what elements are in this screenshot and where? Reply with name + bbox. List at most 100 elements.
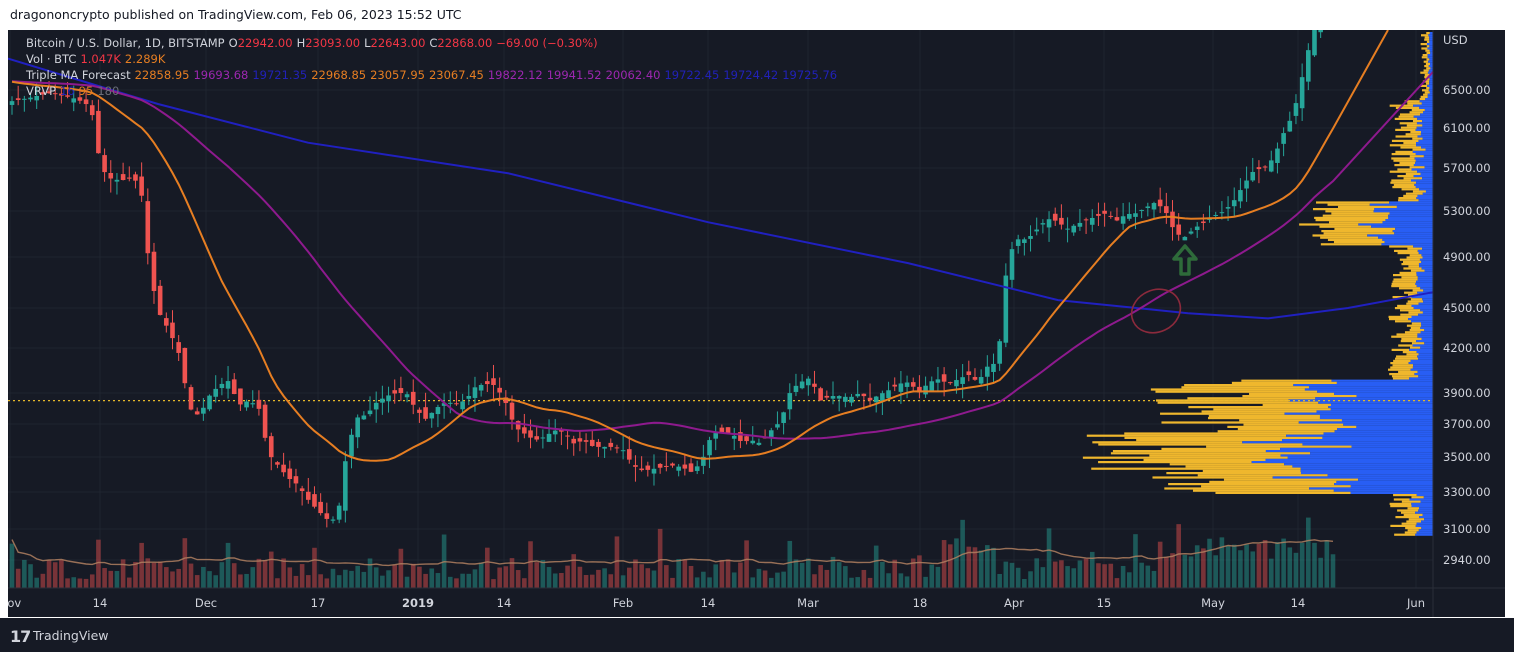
candle[interactable] bbox=[645, 461, 651, 477]
candle[interactable] bbox=[466, 384, 472, 406]
candle[interactable] bbox=[670, 462, 675, 468]
candle[interactable] bbox=[1157, 187, 1163, 214]
candle[interactable] bbox=[552, 419, 558, 443]
candle[interactable] bbox=[867, 383, 873, 408]
candle[interactable] bbox=[676, 464, 681, 477]
candle[interactable] bbox=[361, 411, 367, 420]
candle[interactable] bbox=[892, 377, 898, 392]
candle[interactable] bbox=[534, 426, 539, 442]
candle[interactable] bbox=[620, 435, 626, 460]
candle[interactable] bbox=[145, 188, 151, 265]
candle[interactable] bbox=[293, 468, 299, 493]
candle[interactable] bbox=[713, 425, 719, 451]
candle[interactable] bbox=[1083, 217, 1089, 234]
candle[interactable] bbox=[744, 434, 749, 445]
candle[interactable] bbox=[114, 173, 120, 195]
candle[interactable] bbox=[793, 373, 799, 397]
candle[interactable] bbox=[22, 95, 27, 112]
candle[interactable] bbox=[571, 435, 577, 456]
candle[interactable] bbox=[330, 516, 336, 524]
candle[interactable] bbox=[1287, 111, 1293, 132]
candle[interactable] bbox=[1040, 219, 1046, 234]
candle[interactable] bbox=[1293, 94, 1299, 125]
candle[interactable] bbox=[731, 427, 737, 451]
candle[interactable] bbox=[343, 451, 348, 523]
candle[interactable] bbox=[497, 377, 502, 406]
candle[interactable] bbox=[1268, 150, 1274, 173]
candle[interactable] bbox=[447, 391, 453, 414]
candle[interactable] bbox=[1139, 209, 1144, 219]
candle[interactable] bbox=[355, 414, 360, 449]
candle[interactable] bbox=[398, 376, 404, 401]
candle[interactable] bbox=[1256, 160, 1262, 184]
candle[interactable] bbox=[460, 393, 465, 413]
candle[interactable] bbox=[96, 99, 101, 154]
candle[interactable] bbox=[799, 374, 805, 390]
candle[interactable] bbox=[1182, 236, 1188, 241]
candle[interactable] bbox=[923, 376, 928, 398]
candle[interactable] bbox=[1009, 241, 1015, 289]
candle[interactable] bbox=[651, 454, 657, 486]
candle[interactable] bbox=[1114, 207, 1120, 222]
candle[interactable] bbox=[830, 381, 836, 405]
candle[interactable] bbox=[59, 86, 64, 104]
candle[interactable] bbox=[1188, 227, 1194, 235]
candle[interactable] bbox=[262, 401, 268, 442]
candle[interactable] bbox=[1207, 205, 1212, 223]
candle[interactable] bbox=[392, 379, 398, 404]
candle[interactable] bbox=[756, 438, 762, 446]
candle[interactable] bbox=[898, 371, 904, 404]
candle[interactable] bbox=[589, 430, 595, 447]
candle[interactable] bbox=[108, 160, 114, 193]
candle[interactable] bbox=[435, 404, 441, 428]
candle[interactable] bbox=[1096, 202, 1101, 226]
candle[interactable] bbox=[305, 477, 311, 504]
candle[interactable] bbox=[164, 312, 169, 333]
candle[interactable] bbox=[15, 85, 21, 106]
legend-main[interactable]: Bitcoin / U.S. Dollar, 1D, BITSTAMP O2294… bbox=[26, 36, 602, 50]
candle[interactable] bbox=[1262, 165, 1268, 172]
candle[interactable] bbox=[485, 372, 490, 392]
candle[interactable] bbox=[1059, 204, 1064, 230]
candle[interactable] bbox=[880, 390, 885, 416]
candle[interactable] bbox=[1034, 217, 1040, 236]
candle[interactable] bbox=[1028, 225, 1033, 252]
candle[interactable] bbox=[972, 368, 978, 381]
candle[interactable] bbox=[929, 376, 935, 392]
candle[interactable] bbox=[1022, 237, 1027, 256]
candle[interactable] bbox=[182, 347, 188, 389]
candle[interactable] bbox=[682, 453, 688, 476]
candle[interactable] bbox=[947, 381, 953, 385]
candle[interactable] bbox=[1052, 207, 1058, 226]
candle[interactable] bbox=[349, 428, 354, 469]
candle[interactable] bbox=[250, 390, 256, 408]
candle[interactable] bbox=[657, 462, 663, 474]
candle[interactable] bbox=[997, 338, 1002, 371]
candle[interactable] bbox=[244, 399, 249, 411]
candle[interactable] bbox=[89, 100, 95, 121]
candle[interactable] bbox=[1046, 211, 1052, 242]
candle[interactable] bbox=[34, 82, 39, 110]
candle[interactable] bbox=[28, 92, 33, 102]
candle[interactable] bbox=[133, 171, 138, 189]
candle[interactable] bbox=[1194, 221, 1200, 238]
candle[interactable] bbox=[454, 390, 459, 406]
candle[interactable] bbox=[1164, 192, 1169, 224]
candle[interactable] bbox=[281, 452, 286, 477]
candle[interactable] bbox=[40, 88, 46, 100]
candle[interactable] bbox=[188, 384, 194, 411]
candle[interactable] bbox=[707, 436, 712, 469]
candle[interactable] bbox=[633, 455, 638, 482]
candle[interactable] bbox=[577, 430, 583, 452]
candle[interactable] bbox=[565, 430, 570, 450]
candle[interactable] bbox=[423, 392, 428, 421]
candle[interactable] bbox=[207, 394, 212, 412]
candle[interactable] bbox=[287, 460, 293, 488]
candle[interactable] bbox=[1126, 202, 1132, 221]
candle[interactable] bbox=[318, 493, 323, 516]
candle[interactable] bbox=[639, 456, 644, 472]
candle[interactable] bbox=[83, 88, 89, 112]
candle[interactable] bbox=[102, 148, 107, 182]
candle[interactable] bbox=[126, 166, 132, 182]
candle[interactable] bbox=[522, 413, 527, 439]
